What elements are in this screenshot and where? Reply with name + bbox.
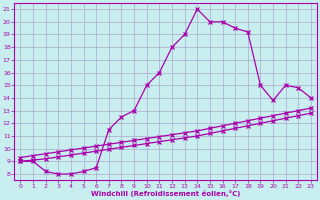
X-axis label: Windchill (Refroidissement éolien,°C): Windchill (Refroidissement éolien,°C) bbox=[91, 190, 240, 197]
